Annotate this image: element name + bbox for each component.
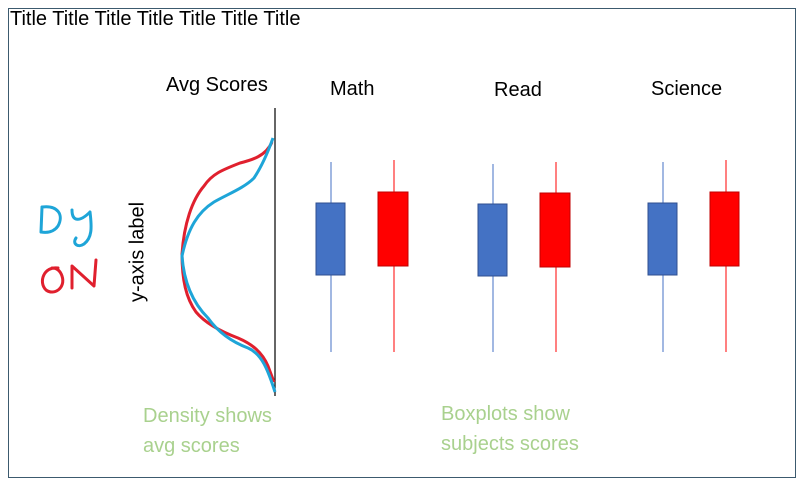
header-avg-scores: Avg Scores	[166, 74, 268, 96]
boxplot-note-line1: Boxplots show	[441, 403, 570, 425]
boxplot-read-red	[539, 162, 571, 352]
boxplot-read-blue	[477, 164, 508, 352]
boxplot-note: Boxplots show subjects scores	[441, 399, 579, 459]
density-note-line1: Density shows	[143, 405, 272, 427]
header-science: Science	[651, 78, 723, 100]
density-curve-red	[180, 141, 276, 383]
header-read: Read	[494, 79, 542, 101]
boxplot-science-blue	[647, 162, 678, 352]
handwritten-on	[41, 258, 98, 294]
boxplot-math-red	[377, 160, 409, 352]
density-curve-blue	[180, 137, 277, 393]
diagram-title: Title Title Title Title Title Title Titl…	[10, 8, 301, 30]
boxplot-science-red	[709, 160, 740, 352]
density-note: Density shows avg scores	[143, 401, 272, 461]
header-math: Math	[330, 78, 375, 100]
density-note-line2: avg scores	[143, 435, 240, 457]
boxplot-note-line2: subjects scores	[441, 433, 579, 455]
handwritten-dy	[39, 205, 93, 248]
boxplot-math-blue	[315, 162, 346, 352]
